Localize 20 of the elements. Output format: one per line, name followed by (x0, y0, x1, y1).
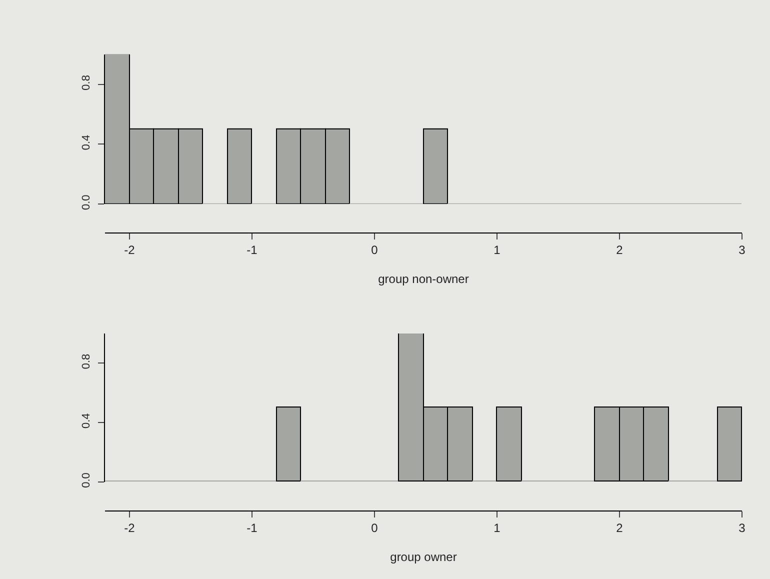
x-tick-label: -1 (246, 520, 258, 535)
y-tick-label: 0.0 (80, 194, 93, 210)
x-axis-title: group non-owner (378, 272, 469, 286)
x-tick-label: 0 (371, 243, 378, 258)
y-tick-label: 0.4 (80, 134, 93, 150)
x-tick-label: 1 (494, 520, 501, 535)
x-tick-label: -2 (124, 243, 136, 258)
x-tick-label: -1 (246, 243, 258, 258)
x-tick-label: 0 (371, 520, 378, 535)
y-tick-label: 0.8 (80, 354, 93, 370)
y-tick-label: 0.4 (80, 413, 93, 429)
x-tick-label: 2 (616, 243, 624, 258)
x-tick-label: 3 (738, 243, 746, 258)
x-tick-label: -2 (124, 520, 136, 535)
x-tick-label: 1 (494, 243, 501, 258)
y-tick-label: 0.0 (80, 472, 93, 488)
y-tick-label: 0.8 (80, 75, 93, 90)
x-tick-label: 3 (738, 520, 746, 535)
x-tick-label: 2 (616, 520, 624, 535)
x-axis-title: group owner (390, 550, 457, 564)
